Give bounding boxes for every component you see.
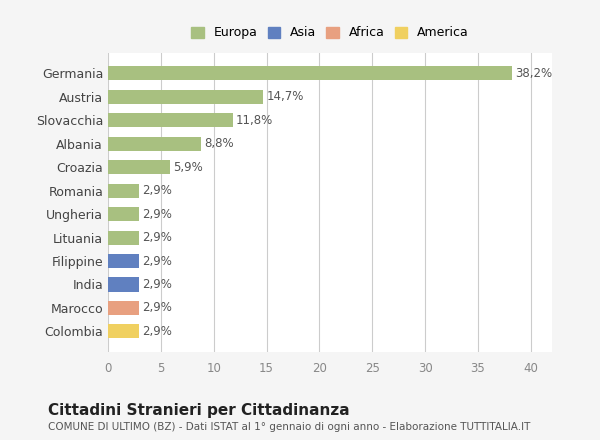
- Bar: [108, 207, 139, 221]
- Bar: [108, 113, 233, 127]
- Bar: [108, 301, 139, 315]
- Text: 2,9%: 2,9%: [142, 254, 172, 268]
- Text: COMUNE DI ULTIMO (BZ) - Dati ISTAT al 1° gennaio di ogni anno - Elaborazione TUT: COMUNE DI ULTIMO (BZ) - Dati ISTAT al 1°…: [48, 422, 530, 433]
- Text: 8,8%: 8,8%: [204, 137, 234, 150]
- Text: 2,9%: 2,9%: [142, 301, 172, 315]
- Text: 2,9%: 2,9%: [142, 231, 172, 244]
- Text: 2,9%: 2,9%: [142, 184, 172, 197]
- Text: 2,9%: 2,9%: [142, 325, 172, 338]
- Bar: [108, 278, 139, 292]
- Bar: [108, 254, 139, 268]
- Text: 11,8%: 11,8%: [236, 114, 273, 127]
- Bar: [108, 324, 139, 338]
- Text: 5,9%: 5,9%: [173, 161, 203, 174]
- Bar: [108, 137, 201, 151]
- Bar: [108, 90, 263, 104]
- Text: Cittadini Stranieri per Cittadinanza: Cittadini Stranieri per Cittadinanza: [48, 403, 350, 418]
- Legend: Europa, Asia, Africa, America: Europa, Asia, Africa, America: [185, 20, 475, 46]
- Text: 2,9%: 2,9%: [142, 208, 172, 220]
- Bar: [108, 231, 139, 245]
- Bar: [108, 160, 170, 174]
- Text: 38,2%: 38,2%: [515, 67, 552, 80]
- Text: 14,7%: 14,7%: [266, 90, 304, 103]
- Text: 2,9%: 2,9%: [142, 278, 172, 291]
- Bar: [108, 66, 512, 81]
- Bar: [108, 183, 139, 198]
